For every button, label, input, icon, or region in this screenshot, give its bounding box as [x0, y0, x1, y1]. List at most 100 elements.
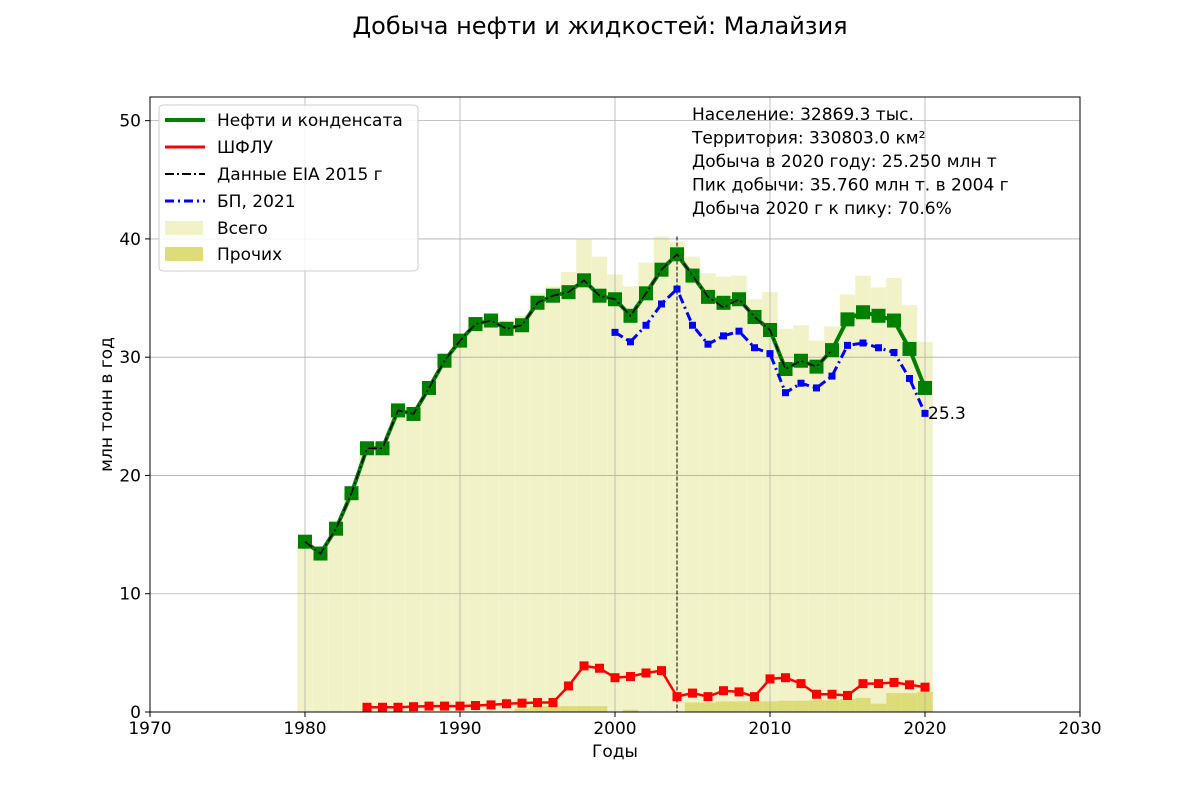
legend-label-eia: Данные EIA 2015 г [217, 165, 383, 185]
ngl-point [626, 672, 635, 682]
ngl-point [486, 700, 496, 710]
bp-point [890, 348, 898, 356]
total-bar [312, 553, 329, 712]
total-bar [901, 305, 918, 712]
info-line: Пик добычи: 35.760 млн т. в 2004 г [692, 176, 1009, 196]
total-bar [436, 354, 453, 712]
oil-point [794, 353, 808, 368]
ngl-point [874, 679, 883, 689]
x-tick-label: 1980 [283, 719, 326, 739]
x-tick-label: 1990 [438, 719, 481, 739]
total-bar [638, 262, 654, 712]
total-bar [545, 286, 561, 712]
ngl-point [765, 674, 775, 684]
bp-point [627, 338, 634, 346]
oil-point [887, 313, 901, 328]
other-bar [576, 706, 592, 712]
legend-label-total: Всего [217, 219, 268, 239]
oil-point [825, 343, 839, 358]
total-bar [374, 443, 391, 712]
other-bar [839, 698, 856, 712]
bp-line [614, 286, 927, 414]
total-bar [855, 275, 871, 712]
ngl-point [827, 689, 837, 699]
ngl-point [719, 686, 728, 696]
ngl-point [548, 698, 558, 708]
ngl-point [812, 689, 821, 699]
x-tick-label: 2010 [748, 719, 791, 739]
y-tick-label: 10 [119, 585, 141, 605]
other-bar [855, 697, 871, 712]
bp-point [797, 379, 805, 387]
total-bar [870, 287, 887, 712]
oil-point [918, 380, 932, 395]
bp-point [828, 372, 836, 380]
other-bar [746, 701, 763, 712]
total-bar [824, 326, 840, 712]
ngl-point [595, 663, 604, 673]
total-bar [514, 315, 530, 712]
y-axis-label: млн тонн в год [97, 337, 117, 472]
bp-point [782, 389, 789, 397]
total-bar [560, 272, 577, 712]
bp-point [704, 340, 712, 348]
other-bar [514, 708, 530, 712]
bp-point [766, 350, 774, 358]
ngl-point [781, 673, 790, 683]
bp-point [875, 344, 882, 352]
bp-point [642, 321, 650, 329]
total-bar [390, 405, 406, 712]
oil-point [375, 441, 390, 456]
total-bar [731, 275, 747, 712]
other-bar [731, 701, 747, 712]
y-tick-label: 30 [119, 348, 141, 368]
legend: Нефти и конденсата ШФЛУ Данные EIA 2015 г Б… [158, 104, 419, 272]
oil-point [515, 318, 529, 333]
y-tick-label: 20 [119, 466, 141, 486]
other-bar [886, 693, 902, 712]
oil-point [360, 441, 374, 456]
other-bar [777, 700, 794, 712]
other-bar [622, 709, 639, 712]
ngl-point [858, 679, 868, 689]
y-tick-label: 0 [130, 703, 141, 723]
y-tick-label: 50 [119, 112, 141, 132]
ngl-point [564, 681, 573, 691]
ngl-point [378, 702, 387, 712]
x-tick-label: 2030 [1058, 719, 1101, 739]
other-bar [684, 702, 701, 712]
total-bar [653, 236, 670, 713]
other-bar [715, 701, 732, 712]
ngl-point [502, 699, 511, 709]
oil-point [809, 359, 824, 374]
bp-point [751, 344, 758, 352]
ngl-point [920, 682, 930, 692]
ngl-point [905, 680, 914, 690]
legend-total-swatch [165, 221, 203, 235]
x-tick-label: 2020 [903, 719, 946, 739]
ngl-point [579, 661, 589, 671]
eia-line [304, 253, 833, 555]
total-bar [684, 256, 701, 712]
oil-point [840, 312, 855, 327]
oil-point [871, 308, 886, 323]
info-line: Территория: 330803.0 км² [691, 129, 925, 149]
ngl-point [688, 688, 697, 698]
ngl-point [440, 701, 449, 711]
other-bar [824, 700, 840, 712]
legend-label-oil: Нефти и конденсата [217, 111, 403, 131]
total-bar [405, 408, 422, 712]
legend-label-other: Прочих [217, 245, 282, 265]
ngl-point [533, 698, 542, 708]
ngl-point [409, 702, 418, 712]
oil-point [484, 313, 498, 328]
ngl-point [750, 692, 759, 702]
total-bar [622, 286, 639, 712]
other-bar [808, 700, 825, 712]
other-bar [545, 706, 561, 712]
other-bar [591, 706, 608, 712]
x-axis-label: Годы [592, 742, 638, 762]
ngl-point [641, 668, 651, 678]
bp-point [611, 328, 619, 336]
